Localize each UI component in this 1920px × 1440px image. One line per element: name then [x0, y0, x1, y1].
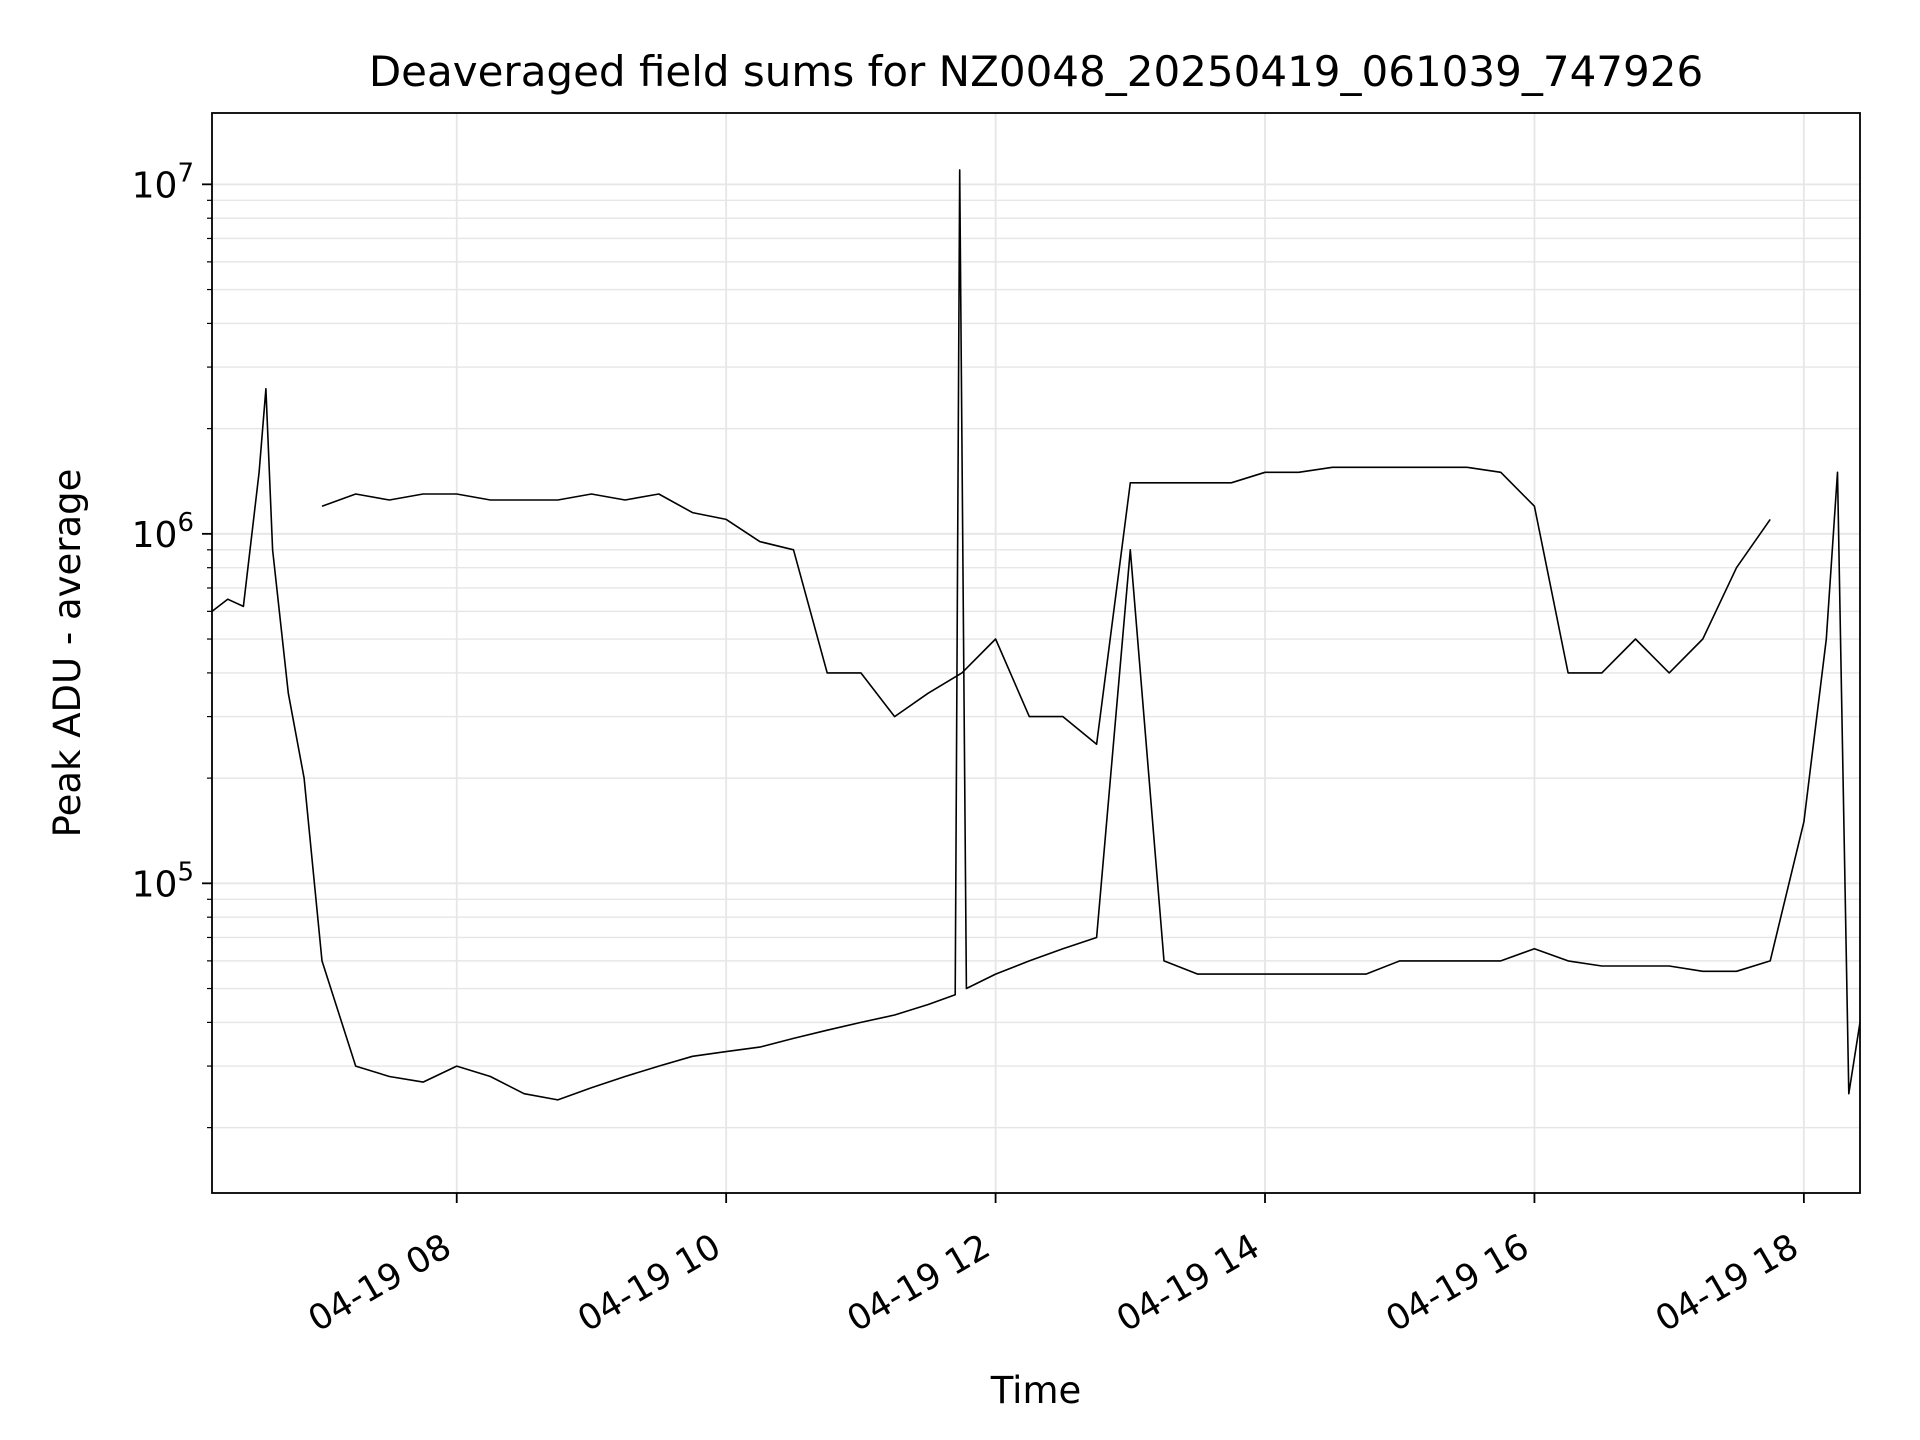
- plot-frame: [211, 112, 1861, 1194]
- y-axis-label: Peak ADU - average: [46, 469, 89, 838]
- series-line-2: [321, 466, 1771, 746]
- series-line-1: [211, 169, 1861, 1101]
- y-tick-exponent: 5: [177, 857, 194, 887]
- grid: [212, 113, 1860, 1193]
- x-axis-label: Time: [990, 1369, 1082, 1412]
- series-lines: [211, 169, 1861, 1101]
- chart-title: Deaveraged field sums for NZ0048_2025041…: [369, 47, 1703, 96]
- y-tick-exponent: 7: [177, 158, 194, 188]
- y-tick-exponent: 6: [177, 508, 194, 538]
